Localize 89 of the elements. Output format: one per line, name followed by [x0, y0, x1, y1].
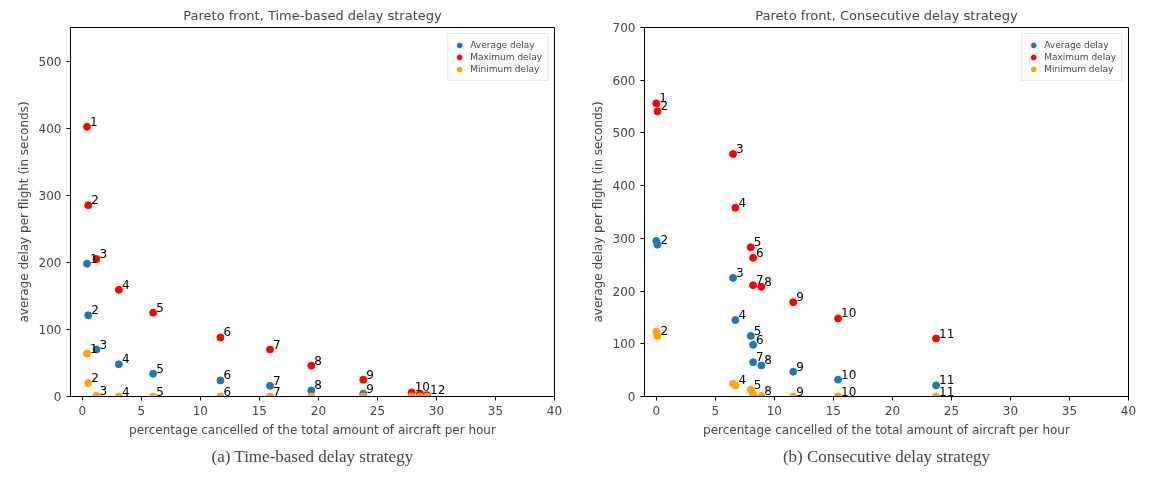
annotation: 7: [273, 337, 281, 352]
annotation: 9: [796, 359, 804, 374]
x-tick-label: 30: [1002, 403, 1019, 418]
y-tick-label: 600: [612, 73, 636, 88]
annotation: 5: [156, 384, 164, 399]
annotation: 10: [841, 367, 857, 382]
x-tick-label: 40: [546, 403, 563, 418]
annotation: 8: [314, 353, 322, 368]
x-tick-label: 10: [766, 403, 782, 418]
x-tick-label: 0: [78, 403, 87, 418]
annotation: 6: [223, 368, 232, 383]
annotation: 4: [121, 352, 130, 367]
y-tick-label: 300: [612, 231, 636, 246]
annotation: 10: [841, 306, 857, 321]
legend-label: Minimum delay: [470, 63, 540, 75]
x-tick-label: 25: [943, 403, 960, 418]
text: (a) Time-based delay strategy: [211, 446, 414, 466]
annotation: 3: [99, 246, 108, 261]
annotation: 1: [90, 114, 98, 129]
annotation: 8: [764, 274, 773, 289]
text: (b) Consecutive delay strategy: [782, 446, 991, 466]
x-axis-title: percentage cancelled of the total amount of aircraft per hour: [129, 422, 496, 437]
annotation: 8: [764, 353, 773, 368]
y-tick-label: 200: [38, 255, 62, 270]
annotation: 9: [366, 367, 374, 382]
annotation: 5: [156, 361, 164, 376]
x-tick-label: 20: [310, 403, 327, 418]
annotation: 3: [736, 265, 744, 280]
annotation: 2: [91, 303, 99, 318]
annotation: 12: [430, 383, 446, 398]
annotation: 4: [738, 195, 747, 210]
x-tick-label: 30: [428, 403, 445, 418]
annotation: 6: [756, 245, 764, 260]
y-axis-title: average delay per flight (in seconds): [590, 101, 605, 323]
annotation: 10: [841, 384, 857, 399]
x-tick-label: 5: [137, 403, 146, 418]
legend-label: Minimum delay: [1044, 63, 1114, 75]
annotation: 9: [366, 381, 374, 396]
y-tick-label: 0: [53, 390, 62, 404]
annotation: 2: [91, 193, 99, 208]
x-tick-label: 35: [1061, 403, 1078, 418]
annotation: 3: [99, 383, 108, 398]
annotation: 10: [414, 380, 430, 395]
x-tick-label: 5: [711, 403, 720, 418]
x-tick-label: 35: [487, 403, 504, 418]
x-tick-label: 0: [652, 403, 661, 418]
annotation: 5: [156, 300, 164, 315]
chart-title: Pareto front, Time-based delay strategy: [183, 7, 443, 23]
annotation: 6: [223, 384, 232, 399]
x-tick-label: 20: [884, 403, 901, 418]
annotation: 4: [738, 373, 747, 388]
y-tick-label: 500: [38, 54, 62, 69]
y-tick-label: 300: [38, 188, 62, 203]
y-axis-title: average delay per flight (in seconds): [16, 101, 31, 323]
annotation: 4: [738, 308, 747, 323]
annotation: 3: [736, 142, 744, 157]
annotation: 11: [939, 326, 955, 341]
annotation: 8: [314, 378, 322, 393]
annotation: 3: [99, 337, 108, 352]
annotation: 8: [764, 383, 773, 398]
annotation: 4: [121, 384, 130, 399]
annotation: 2: [660, 323, 669, 338]
legend-label: Maximum delay: [470, 51, 542, 63]
y-tick-label: 200: [612, 284, 636, 299]
y-tick-label: 0: [627, 390, 636, 404]
y-tick-label: 400: [38, 121, 62, 136]
y-tick-label: 500: [612, 126, 636, 141]
legend-label: Average delay: [1044, 39, 1109, 51]
y-tick-label: 400: [612, 179, 636, 194]
annotation: 9: [796, 384, 804, 399]
annotation: 9: [796, 290, 804, 305]
x-tick-label: 15: [251, 403, 268, 418]
x-axis-title: percentage cancelled of the total amount of aircraft per hour: [703, 422, 1070, 437]
legend-label: Average delay: [470, 39, 535, 51]
y-tick-label: 100: [38, 322, 62, 337]
annotation: 6: [223, 325, 232, 340]
y-tick-label: 700: [612, 21, 636, 35]
x-tick-label: 40: [1120, 403, 1137, 418]
legend-label: Maximum delay: [1044, 51, 1116, 63]
annotation: 2: [91, 371, 99, 386]
y-tick-label: 100: [612, 337, 636, 352]
annotation: 5: [753, 377, 762, 392]
x-tick-label: 25: [369, 403, 386, 418]
x-tick-label: 10: [192, 403, 208, 418]
annotation: 4: [121, 277, 130, 292]
x-tick-label: 15: [825, 403, 842, 418]
annotation: 7: [756, 350, 764, 365]
chart-title: Pareto front, Consecutive delay strategy: [755, 7, 1019, 23]
annotation: 2: [660, 232, 669, 247]
